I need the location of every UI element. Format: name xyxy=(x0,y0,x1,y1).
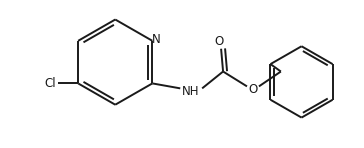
Text: O: O xyxy=(248,83,258,96)
Text: O: O xyxy=(214,35,224,48)
Text: Cl: Cl xyxy=(44,77,56,90)
Text: NH: NH xyxy=(182,85,199,98)
Text: N: N xyxy=(152,33,161,46)
